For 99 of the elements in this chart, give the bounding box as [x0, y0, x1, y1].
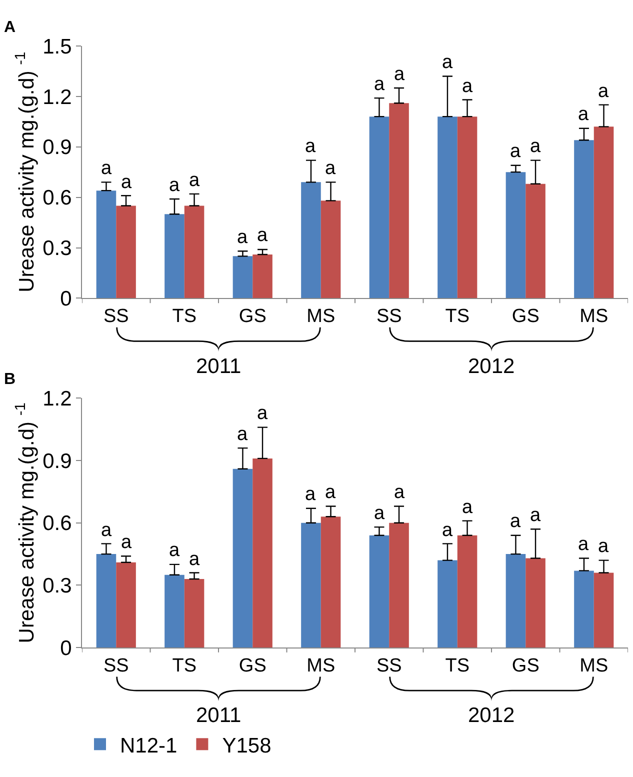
- y-tick-label: 0: [60, 636, 72, 660]
- bar: [232, 256, 253, 298]
- x-tick-label: GS: [512, 306, 540, 328]
- x-tick-label: SS: [103, 655, 129, 676]
- legend-label: Y158: [222, 734, 272, 758]
- y-tick-label: 1.5: [42, 35, 72, 58]
- x-tick-label: TS: [172, 306, 197, 328]
- data-label: a: [101, 520, 112, 541]
- data-label: a: [598, 81, 609, 102]
- y-tick-label: 1.2: [42, 388, 72, 411]
- data-label: a: [189, 549, 200, 570]
- data-label: a: [442, 52, 453, 73]
- y-tick-label: 0.9: [42, 136, 72, 160]
- data-label: a: [510, 511, 521, 532]
- x-tick-label: GS: [238, 306, 266, 328]
- bar: [369, 535, 390, 648]
- y-tick-label: 0: [60, 288, 72, 311]
- x-tick-label: TS: [445, 306, 470, 328]
- y-tick-label: 0.3: [42, 574, 72, 598]
- bar: [252, 254, 272, 298]
- bar: [96, 554, 116, 648]
- bar: [389, 522, 409, 648]
- data-label: a: [510, 141, 521, 162]
- bar: [594, 572, 614, 648]
- bar: [457, 116, 478, 298]
- data-label: a: [305, 484, 316, 505]
- x-tick-label: TS: [172, 655, 197, 676]
- x-tick-label: MS: [580, 655, 608, 676]
- x-tick-label: TS: [445, 655, 470, 676]
- bar: [438, 560, 458, 648]
- data-label: a: [257, 225, 268, 246]
- bar: [301, 182, 321, 298]
- y-tick-label: 0.3: [42, 237, 72, 260]
- x-tick-label: MS: [580, 306, 608, 328]
- data-label: a: [189, 170, 200, 191]
- text: 2012: [468, 704, 515, 727]
- data-label: a: [598, 536, 609, 557]
- bar: [164, 574, 184, 648]
- data-label: a: [305, 136, 316, 157]
- bar: [320, 200, 341, 298]
- bar: [116, 562, 136, 648]
- bar: [506, 172, 526, 298]
- data-label: a: [325, 158, 336, 179]
- data-label: a: [578, 104, 589, 125]
- x-tick-label: MS: [306, 655, 336, 676]
- data-label: a: [121, 532, 132, 553]
- data-label: a: [394, 482, 405, 503]
- x-tick-label: GS: [238, 655, 266, 676]
- x-tick-label: GS: [512, 655, 540, 676]
- data-label: a: [121, 172, 132, 193]
- x-tick-label: SS: [103, 306, 129, 328]
- data-label: a: [169, 175, 180, 196]
- bar: [301, 522, 321, 648]
- text: 2012: [468, 355, 515, 378]
- bar: [526, 184, 546, 298]
- x-tick-label: SS: [376, 655, 402, 676]
- data-label: a: [237, 227, 248, 248]
- data-label: a: [578, 534, 589, 555]
- bar: [232, 468, 253, 648]
- data-label: a: [462, 497, 473, 518]
- bar: [164, 214, 184, 298]
- data-label: a: [394, 64, 405, 85]
- bar: [96, 190, 116, 298]
- bar: [252, 458, 272, 648]
- bar: [506, 554, 526, 648]
- legend-label: N12-1: [120, 734, 178, 758]
- data-label: a: [374, 74, 385, 95]
- data-label: a: [374, 503, 385, 524]
- bar: [457, 535, 478, 648]
- x-tick-label: SS: [376, 306, 402, 328]
- text: 2011: [196, 704, 242, 727]
- bar: [594, 126, 614, 298]
- bar: [184, 206, 204, 298]
- text: A: [4, 19, 16, 36]
- data-label: a: [101, 158, 112, 179]
- y-tick-label: 0.9: [42, 450, 72, 473]
- bar: [184, 579, 204, 648]
- data-label: a: [325, 482, 336, 503]
- data-label: a: [442, 520, 453, 541]
- bar: [320, 516, 341, 648]
- data-label: a: [257, 403, 268, 424]
- data-label: a: [530, 505, 541, 526]
- bar: [369, 116, 390, 298]
- y-tick-label: 0.6: [42, 512, 72, 536]
- bar: [574, 570, 594, 648]
- data-label: a: [237, 424, 248, 445]
- bar: [116, 206, 136, 298]
- bar: [389, 103, 409, 298]
- y-tick-label: 0.6: [42, 186, 72, 210]
- data-label: a: [462, 76, 473, 97]
- bar: [574, 140, 594, 298]
- bar: [438, 116, 458, 298]
- x-tick-label: MS: [306, 306, 336, 328]
- text: B: [4, 371, 16, 388]
- bar: [526, 558, 546, 648]
- y-tick-label: 1.2: [42, 86, 72, 109]
- text: 2011: [196, 355, 242, 378]
- data-label: a: [530, 136, 541, 157]
- data-label: a: [169, 540, 180, 561]
